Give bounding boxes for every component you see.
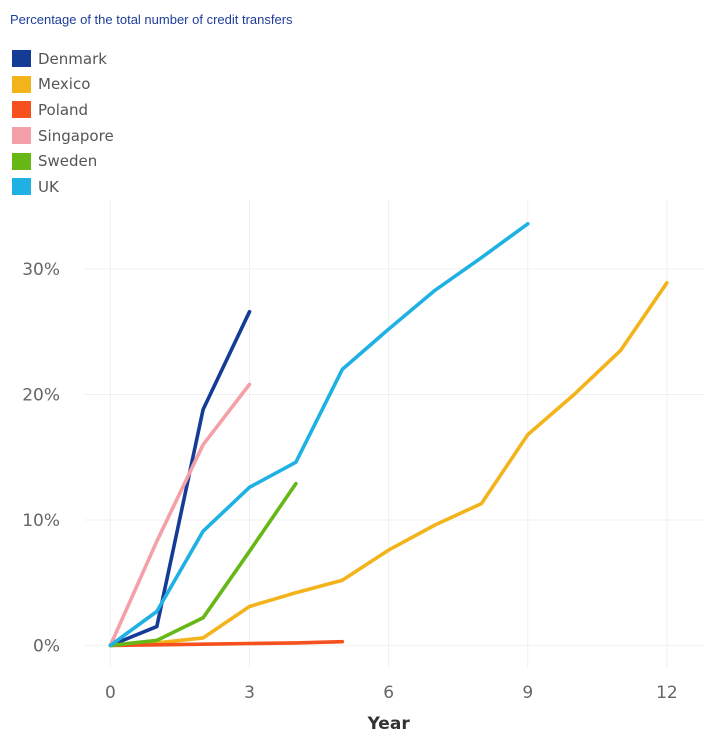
series-line-denmark [108, 309, 252, 648]
series-line-mexico [108, 280, 669, 648]
legend-swatch [12, 75, 31, 93]
series-line-singapore [108, 382, 252, 648]
legend-swatch [12, 50, 31, 68]
y-tick-label: 10% [22, 511, 60, 531]
series-lines [108, 222, 669, 648]
legend-item-denmark: Denmark [12, 46, 114, 72]
axis-ticks: 0% 10% 20% 30% 0 3 6 9 12 [22, 260, 678, 703]
legend-item-sweden: Sweden [12, 148, 114, 174]
x-tick-label: 3 [244, 683, 255, 703]
legend-item-mexico: Mexico [12, 72, 114, 98]
legend-swatch [12, 152, 31, 170]
legend-swatch [12, 178, 31, 196]
x-tick-label: 0 [105, 683, 116, 703]
series-line-uk [108, 222, 530, 648]
series-line-sweden [108, 481, 298, 648]
y-tick-label: 30% [22, 260, 60, 280]
grid [84, 200, 704, 668]
x-tick-label: 6 [383, 683, 394, 703]
chart-subtitle: Percentage of the total number of credit… [10, 12, 293, 27]
x-tick-label: 9 [522, 683, 533, 703]
legend: Denmark Mexico Poland Singapore Sweden UK [12, 46, 114, 200]
x-tick-label: 12 [656, 683, 678, 703]
legend-label: Mexico [38, 75, 91, 94]
legend-label: Denmark [38, 49, 107, 68]
y-tick-label: 0% [33, 636, 60, 656]
legend-item-uk: UK [12, 174, 114, 200]
legend-label: Sweden [38, 152, 98, 171]
x-axis-title: Year [367, 714, 411, 734]
legend-item-poland: Poland [12, 97, 114, 123]
y-tick-label: 20% [22, 385, 60, 405]
legend-label: Poland [38, 100, 89, 119]
series-line-poland [108, 639, 345, 648]
legend-swatch [12, 127, 31, 145]
legend-swatch [12, 101, 31, 119]
legend-label: UK [38, 177, 59, 196]
legend-item-singapore: Singapore [12, 123, 114, 149]
legend-label: Singapore [38, 126, 114, 145]
